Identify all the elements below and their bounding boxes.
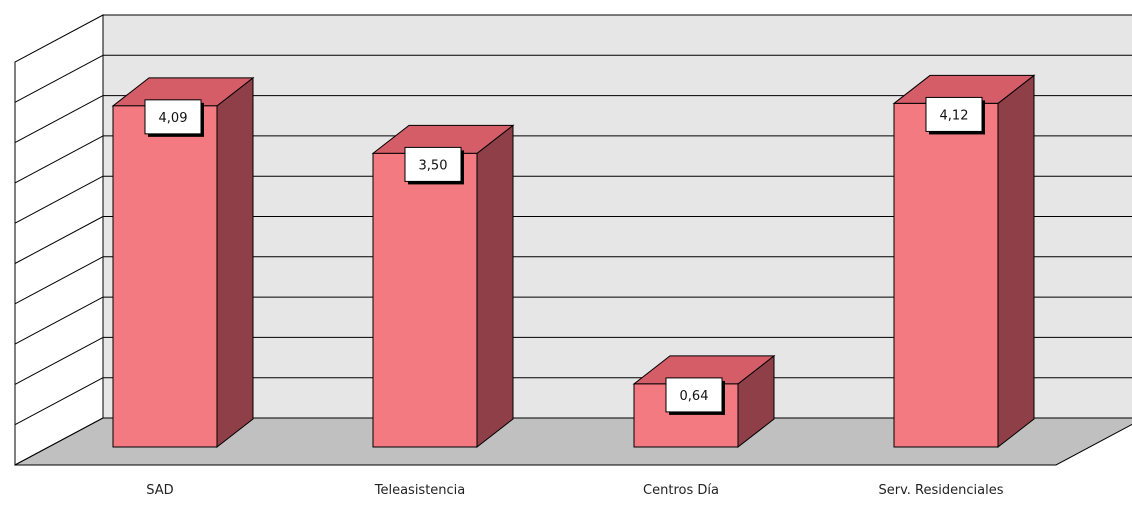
value-labels: 4,09 3,50 0,64 4,12: [144, 96, 985, 415]
value-label-text: 3,50: [419, 158, 448, 173]
value-label: 4,12: [925, 96, 985, 135]
value-label-text: 0,64: [680, 389, 709, 404]
bar-side: [216, 76, 254, 449]
value-label-box: [404, 146, 462, 182]
value-label-text: 4,12: [940, 108, 969, 123]
bar-front: [112, 105, 218, 448]
bar-2: [371, 124, 515, 449]
side-gridline: [14, 175, 104, 224]
category-label: SAD: [146, 483, 173, 498]
value-label-box: [925, 96, 983, 132]
side-gridline: [14, 377, 104, 426]
bar-front: [893, 102, 999, 448]
value-label-box: [665, 377, 723, 413]
value-label: 3,50: [404, 146, 464, 185]
side-gridline: [14, 95, 104, 144]
side-gridline: [14, 54, 104, 103]
category-label: Serv. Residenciales: [879, 483, 1004, 498]
floor: [14, 417, 1132, 466]
side-gridline: [14, 336, 104, 385]
bar-4: [892, 74, 1036, 449]
bar-side: [476, 124, 514, 449]
bar-1: [111, 76, 255, 449]
value-label: 0,64: [665, 377, 725, 415]
side-gridline: [14, 216, 104, 264]
category-label: Teleasistencia: [374, 483, 466, 498]
bar-front: [372, 152, 478, 448]
bar-side: [997, 74, 1035, 449]
bar-series: [111, 74, 1036, 449]
side-gridline: [14, 296, 104, 345]
side-gridline: [14, 135, 104, 184]
value-label: 4,09: [144, 99, 204, 137]
value-label-text: 4,09: [159, 111, 188, 126]
category-label: Centros Día: [643, 483, 719, 498]
side-gridline: [14, 256, 104, 305]
category-axis: SAD Teleasistencia Centros Día Serv. Reside…: [146, 483, 1003, 498]
value-label-box: [144, 99, 202, 135]
